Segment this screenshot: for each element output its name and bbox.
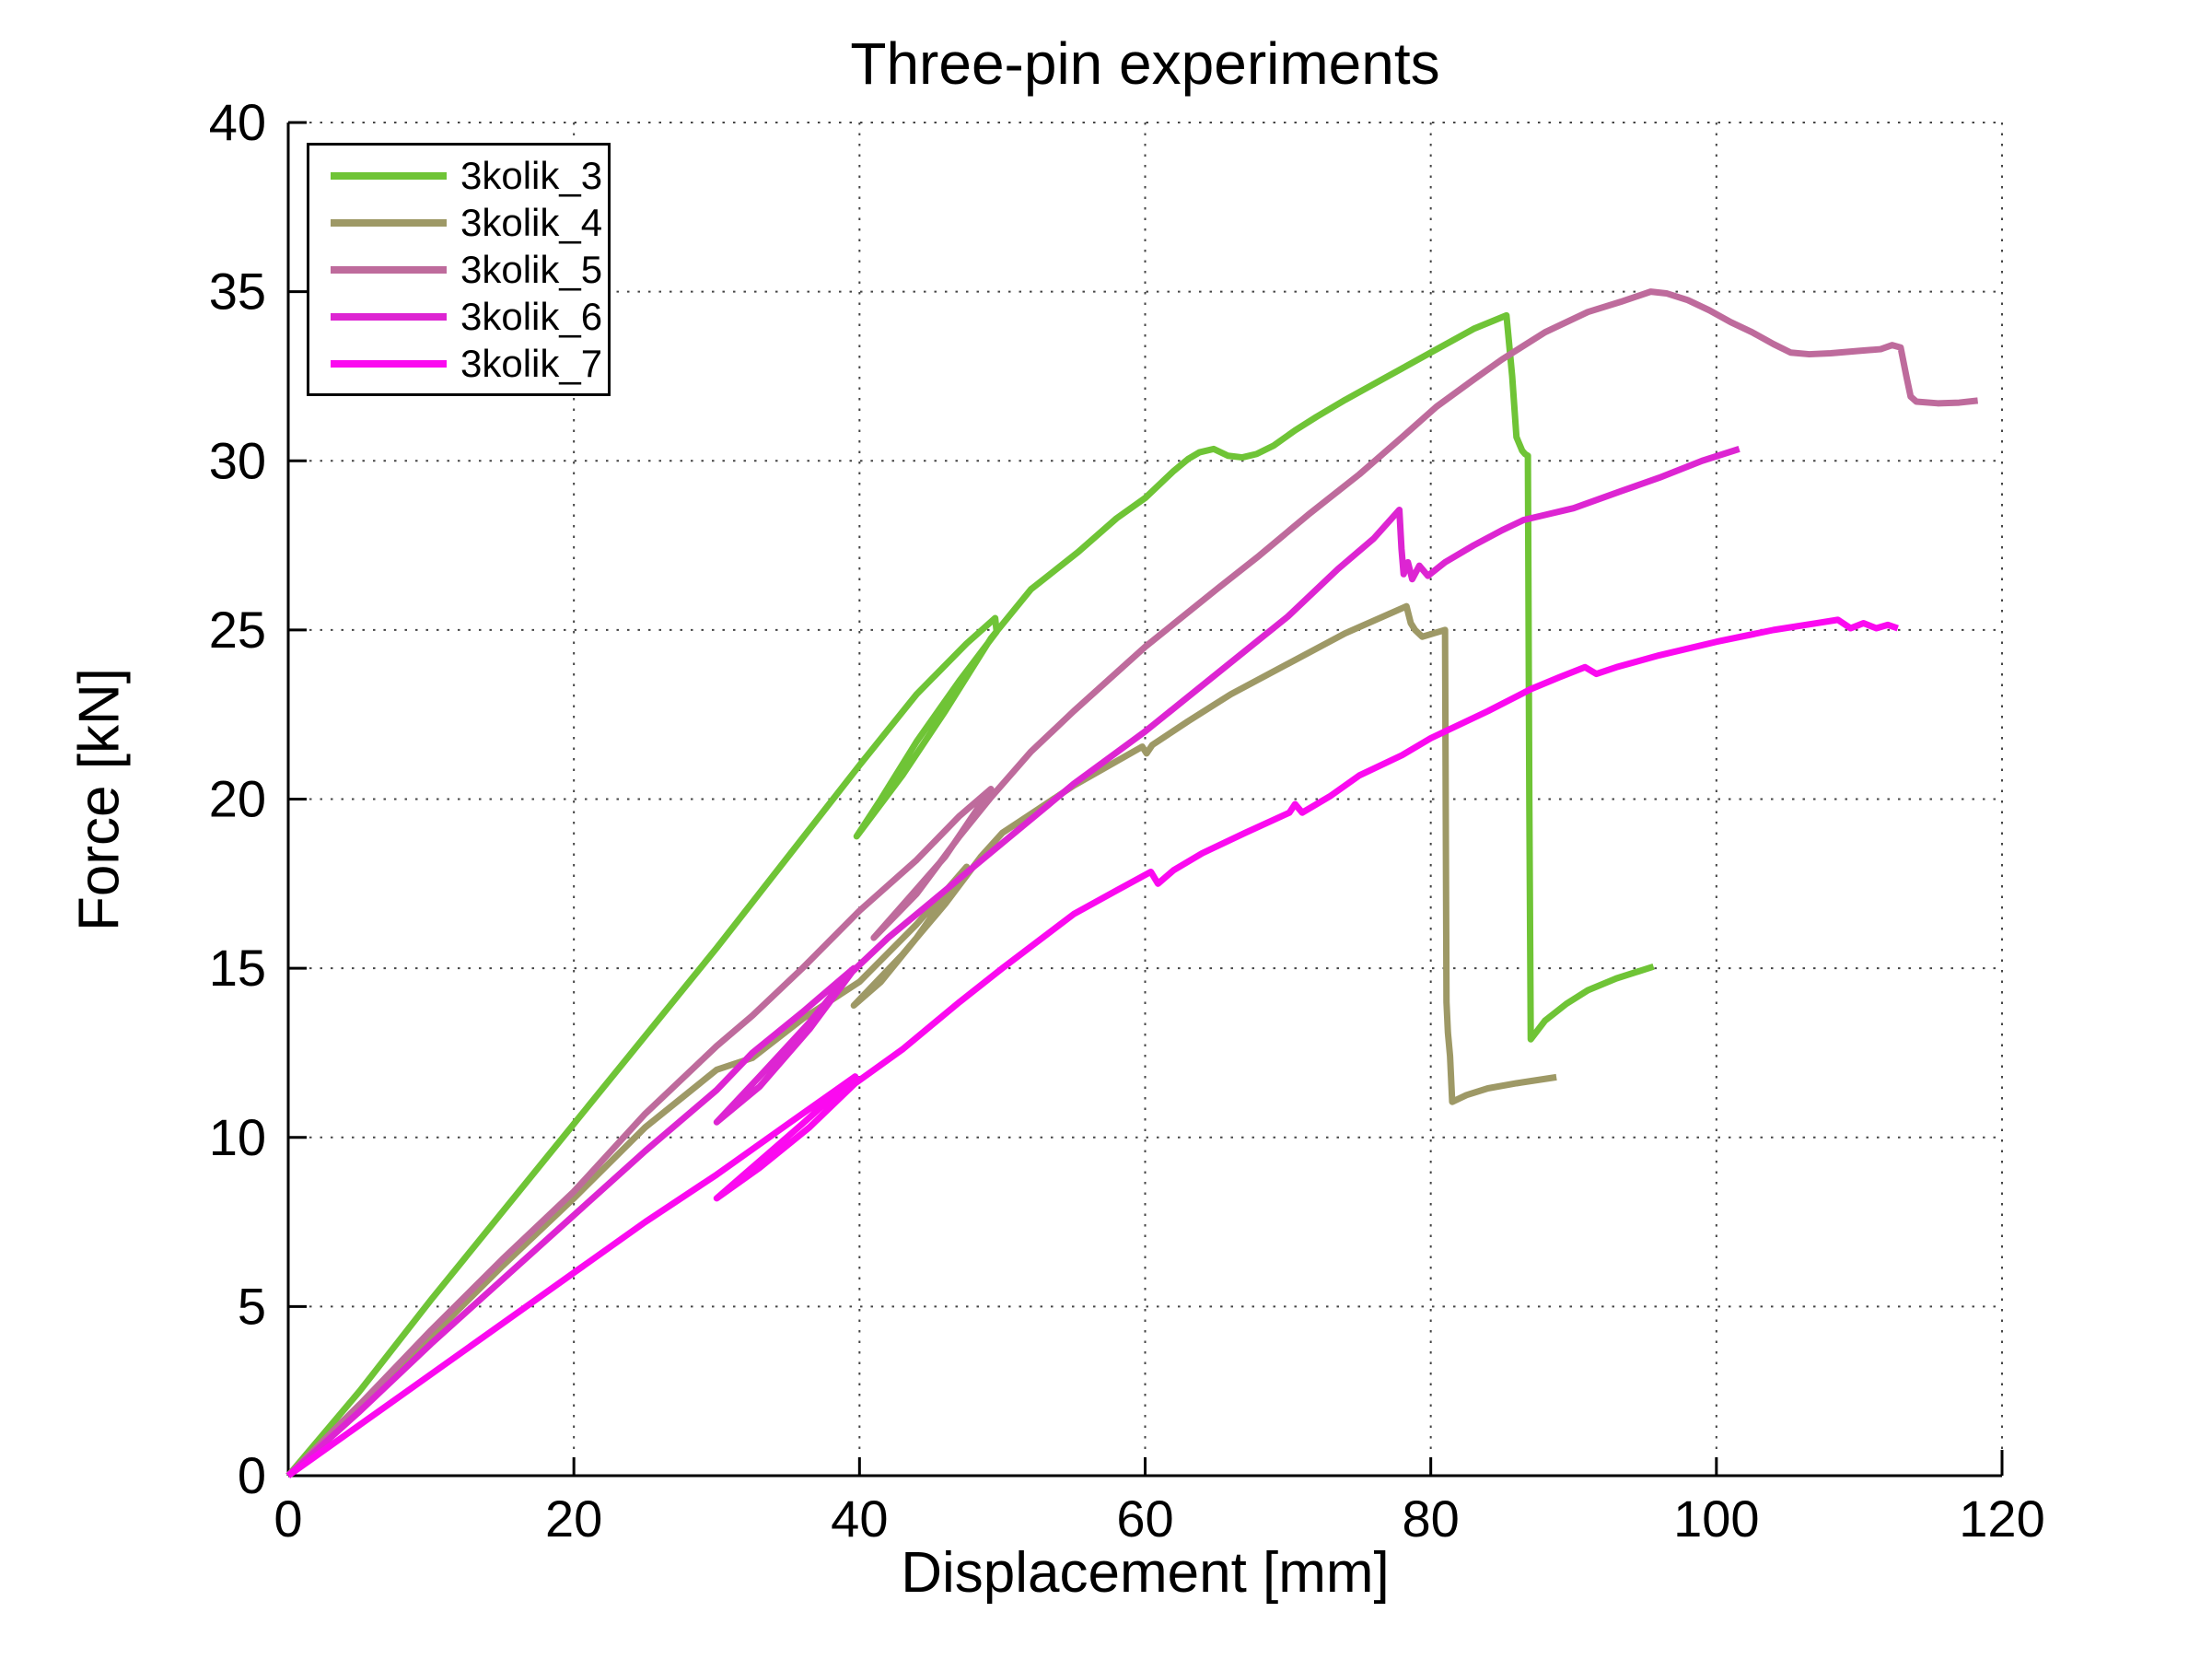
y-tick-label: 0 — [238, 1446, 266, 1504]
x-tick-label: 80 — [1403, 1490, 1460, 1548]
legend-item-3kolik_4: 3kolik_4 — [309, 199, 608, 246]
y-tick-label: 10 — [209, 1108, 266, 1166]
y-tick-label: 30 — [209, 431, 266, 489]
x-tick-label: 120 — [1959, 1490, 2044, 1548]
series-line-3kolik_4 — [285, 602, 1557, 1478]
legend-label: 3kolik_3 — [460, 153, 603, 197]
legend-label: 3kolik_5 — [460, 247, 603, 291]
x-tick-label: 60 — [1116, 1490, 1173, 1548]
y-tick-label: 40 — [209, 93, 266, 151]
legend-swatch-3kolik_4 — [331, 218, 447, 227]
x-tick-label: 40 — [831, 1490, 888, 1548]
y-tick-label: 25 — [209, 601, 266, 659]
x-tick-label: 20 — [545, 1490, 602, 1548]
legend-label: 3kolik_7 — [460, 341, 603, 385]
y-tick-label: 35 — [209, 263, 266, 321]
series-line-3kolik_3 — [285, 311, 1655, 1478]
x-axis-label: Displacement [mm] — [901, 1541, 1390, 1605]
legend-item-3kolik_5: 3kolik_5 — [309, 246, 608, 293]
legend-swatch-3kolik_7 — [331, 359, 447, 368]
x-tick-label: 0 — [274, 1490, 302, 1548]
legend-swatch-3kolik_6 — [331, 312, 447, 321]
legend-label: 3kolik_6 — [460, 294, 603, 338]
y-tick-label: 5 — [238, 1277, 266, 1335]
series-line-3kolik_7 — [285, 616, 1899, 1478]
series-line-3kolik_5 — [285, 288, 1979, 1478]
legend-swatch-3kolik_5 — [331, 265, 447, 274]
legend-label: 3kolik_4 — [460, 200, 603, 244]
legend-item-3kolik_7: 3kolik_7 — [309, 340, 608, 387]
legend-item-3kolik_6: 3kolik_6 — [309, 293, 608, 340]
legend-item-3kolik_3: 3kolik_3 — [309, 152, 608, 199]
legend-swatch-3kolik_3 — [331, 171, 447, 180]
y-tick-label: 20 — [209, 770, 266, 828]
y-tick-label: 15 — [209, 939, 266, 997]
y-axis-label: Force [kN] — [67, 668, 132, 931]
chart-title: Three-pin experiments — [850, 30, 1440, 97]
legend-box: 3kolik_3 3kolik_4 3kolik_5 3kolik_6 3kolik_7 — [307, 143, 611, 396]
series-line-3kolik_6 — [285, 446, 1740, 1478]
x-tick-label: 100 — [1673, 1490, 1759, 1548]
